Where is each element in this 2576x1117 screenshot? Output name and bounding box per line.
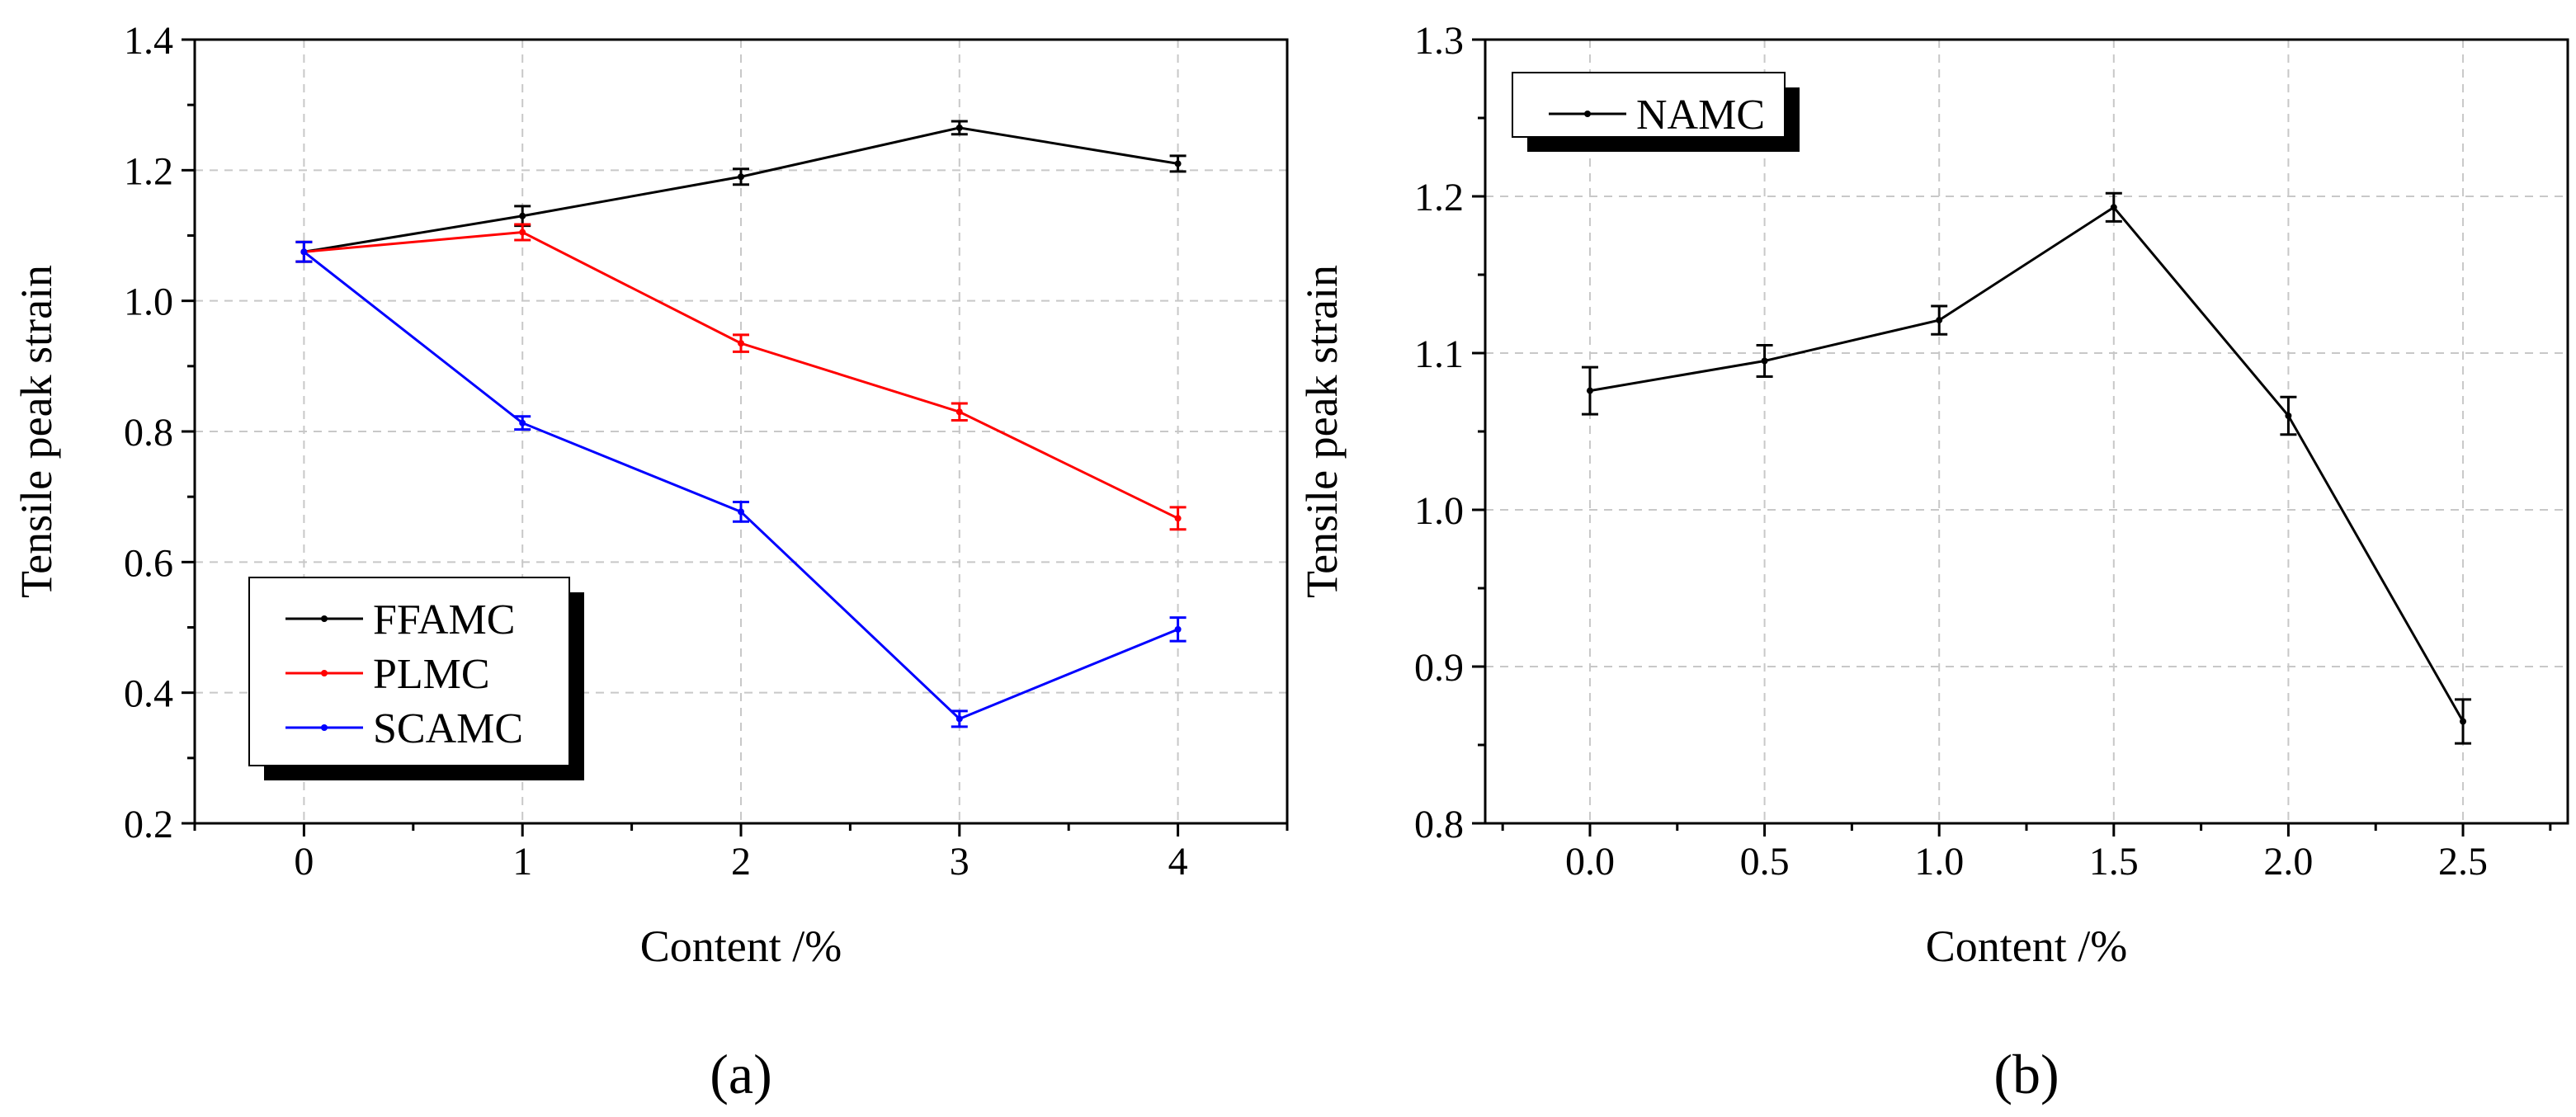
legend-marker: [1584, 111, 1591, 117]
x-tick-label: 2: [731, 840, 751, 884]
series-line: [1589, 205, 2465, 723]
legend-label: PLMC: [373, 651, 490, 698]
data-point: [300, 248, 308, 256]
x-tick-label: 0.5: [1740, 840, 1790, 884]
legend-marker: [321, 724, 328, 731]
x-tick-label: 2.5: [2438, 840, 2488, 884]
data-point: [738, 173, 744, 181]
x-tick-label: 0.0: [1565, 840, 1615, 884]
y-axis-label: Tensile peak strain: [12, 265, 61, 598]
data-point: [1761, 357, 1768, 365]
data-point: [1174, 160, 1182, 167]
y-tick-label: 1.0: [124, 280, 173, 324]
x-tick-label: 1.5: [2089, 840, 2139, 884]
data-point: [2285, 412, 2292, 419]
x-tick-label: 1: [512, 840, 532, 884]
chart-panel-2: 0.0 0.5 1.0 1.5 2.0 2.5 0.8 0.9 1.0 1.1 1.2 1.3 Cont…: [1297, 19, 2569, 1105]
panel-label: (b): [1993, 1043, 2059, 1105]
x-tick-label: 2.0: [2263, 840, 2313, 884]
x-axis-label: Content /%: [1926, 921, 2127, 971]
data-point: [1174, 625, 1182, 633]
x-tick-label: 3: [950, 840, 970, 884]
y-tick-label: 0.8: [1414, 803, 1464, 846]
y-tick-label: 1.0: [1414, 489, 1464, 533]
panel-label: (a): [710, 1043, 771, 1105]
legend-box: [248, 577, 570, 766]
data-point: [955, 715, 963, 723]
y-tick-label: 0.6: [124, 541, 173, 585]
data-point: [1936, 317, 1943, 324]
y-tick-label: 1.2: [124, 149, 173, 193]
y-tick-label: 0.2: [124, 803, 173, 846]
x-tick-label: 1.0: [1914, 840, 1964, 884]
y-tick-label: 1.1: [1414, 332, 1464, 376]
legend-box: [1512, 72, 1786, 138]
legend-label: SCAMC: [373, 705, 523, 752]
legend-label: FFAMC: [373, 596, 515, 643]
y-axis-label: Tensile peak strain: [1297, 265, 1347, 598]
data-point: [738, 508, 744, 516]
legend-marker: [321, 670, 328, 676]
y-tick-label: 1.4: [124, 19, 173, 63]
data-point: [738, 340, 744, 347]
data-point: [2110, 204, 2117, 211]
y-tick-label: 1.2: [1414, 176, 1464, 219]
y-tick-label: 0.4: [124, 672, 173, 716]
data-point: [955, 124, 963, 131]
plot-frame: [1484, 38, 2569, 825]
data-point: [1586, 387, 1593, 394]
data-point: [1174, 515, 1182, 522]
series-ffamc: [295, 120, 1187, 263]
data-point: [519, 229, 526, 236]
series-scamc: [295, 240, 1187, 728]
data-point: [955, 408, 963, 416]
chart-panel-1: 0 1 2 3 4 0.2 0.4 0.6 0.8 1.0 1.2 1.4 Content /% Tens…: [12, 19, 1289, 1105]
x-axis-label: Content /%: [640, 921, 842, 971]
legend: NAMC: [1512, 72, 1800, 152]
legend-label: NAMC: [1636, 92, 1765, 139]
y-tick-label: 0.9: [1414, 646, 1464, 690]
x-tick-label: 0: [294, 840, 314, 884]
series-namc: [1581, 191, 2472, 745]
x-tick-label: 4: [1168, 840, 1188, 884]
y-tick-label: 1.3: [1414, 19, 1464, 63]
data-point: [519, 212, 526, 219]
y-tick-label: 0.8: [124, 411, 173, 455]
legend: FFAMC PLMC SCAMC: [248, 577, 584, 780]
data-point: [2460, 718, 2467, 725]
legend-marker: [321, 615, 328, 622]
data-point: [519, 419, 526, 427]
